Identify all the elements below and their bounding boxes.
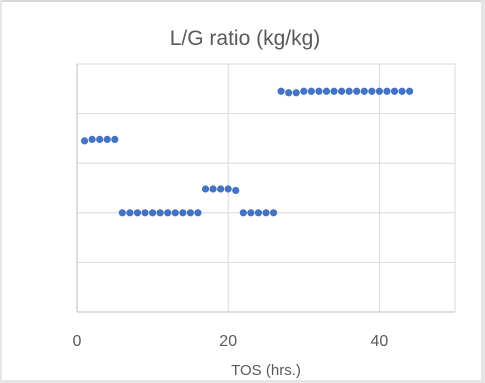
sheet-edge-bottom bbox=[0, 380, 485, 383]
data-point bbox=[103, 135, 111, 143]
sheet-edge-top bbox=[0, 0, 485, 2]
data-point bbox=[201, 185, 210, 193]
data-point bbox=[360, 87, 368, 95]
data-point bbox=[164, 209, 172, 217]
x-tick-label: 0 bbox=[73, 333, 82, 350]
data-point bbox=[300, 87, 308, 95]
x-axis-label: TOS (hrs.) bbox=[231, 362, 301, 379]
data-point bbox=[171, 209, 179, 217]
x-tick-labels: 0 20 40 bbox=[73, 333, 389, 350]
data-point bbox=[217, 185, 225, 193]
data-point bbox=[292, 89, 300, 97]
sheet-edge-left bbox=[0, 0, 2, 383]
data-point bbox=[186, 209, 194, 217]
data-point bbox=[398, 87, 406, 95]
data-point bbox=[141, 209, 149, 217]
grid-layer bbox=[77, 63, 456, 312]
data-point bbox=[353, 87, 361, 95]
axis-layer bbox=[76, 64, 455, 313]
data-point bbox=[209, 185, 217, 193]
data-point bbox=[307, 87, 315, 95]
x-tick-label: 40 bbox=[371, 333, 389, 350]
data-point bbox=[254, 209, 263, 217]
data-point bbox=[285, 89, 293, 97]
data-points bbox=[80, 87, 414, 217]
data-point bbox=[338, 87, 346, 95]
data-point bbox=[149, 209, 157, 217]
data-point bbox=[277, 87, 285, 95]
data-point bbox=[111, 135, 119, 143]
sheet-edge-right bbox=[481, 0, 485, 383]
data-point bbox=[194, 209, 202, 217]
data-point bbox=[179, 209, 187, 217]
data-point bbox=[262, 209, 270, 217]
data-point bbox=[375, 87, 383, 95]
chart-title: L/G ratio (kg/kg) bbox=[170, 27, 321, 50]
data-point bbox=[368, 87, 376, 95]
data-point bbox=[133, 209, 142, 217]
data-point bbox=[118, 209, 126, 217]
data-point bbox=[322, 87, 331, 95]
data-point bbox=[315, 87, 323, 95]
data-point bbox=[406, 87, 414, 95]
data-point bbox=[88, 135, 96, 143]
data-point bbox=[80, 137, 89, 145]
data-point bbox=[239, 209, 247, 217]
data-point bbox=[232, 186, 240, 195]
data-point bbox=[247, 209, 255, 217]
data-point bbox=[345, 87, 353, 95]
data-point bbox=[126, 209, 134, 217]
data-point bbox=[330, 87, 338, 95]
data-point bbox=[96, 135, 104, 143]
data-point bbox=[224, 185, 232, 193]
x-tick-label: 20 bbox=[219, 333, 237, 350]
data-point bbox=[390, 87, 399, 95]
data-point bbox=[156, 209, 164, 217]
data-point bbox=[383, 87, 391, 95]
data-point bbox=[269, 209, 278, 217]
